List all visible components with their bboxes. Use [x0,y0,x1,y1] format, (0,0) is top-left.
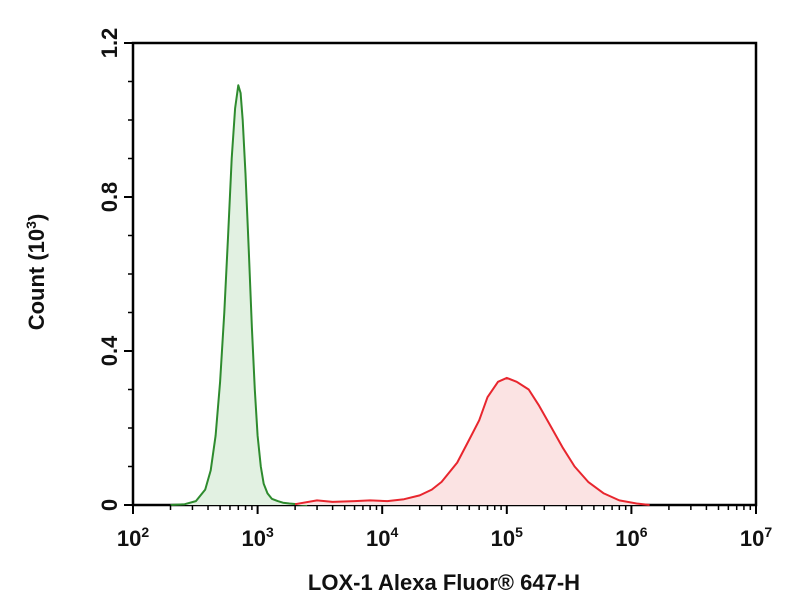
x-tick-exponent: 4 [391,524,399,540]
series-2-area [295,377,650,505]
x-axis-title: LOX-1 Alexa Fluor® 647-H [308,570,580,595]
x-tick-exponent: 7 [764,524,772,540]
x-tick-base: 10 [740,526,764,551]
x-tick-exponent: 5 [515,524,523,540]
x-tick-base: 10 [117,526,141,551]
series-1-line [170,84,308,506]
x-tick-label: 106 [615,524,647,551]
y-tick-label: 1.2 [97,28,122,59]
y-tick-labels: 0 0.4 0.8 1.2 [97,28,122,511]
y-tick-label: 0.4 [97,335,122,366]
x-tick-label: 104 [366,524,398,551]
y-axis-title-suffix: ) [24,214,49,221]
x-tick-base: 10 [491,526,515,551]
x-tick-exponent: 3 [266,524,274,540]
y-tick-label: 0.8 [97,182,122,213]
x-tick-label: 103 [241,524,273,551]
x-tick-labels: 102 103 104 105 106 107 [117,524,772,551]
x-tick-label: 107 [740,524,772,551]
y-tick-label: 0 [97,499,122,511]
x-tick-label: 105 [491,524,523,551]
plot-area [124,41,758,514]
x-tick-exponent: 6 [640,524,648,540]
y-axis-title-base: Count (10 [24,229,49,330]
y-axis-title: Count (103) [23,214,49,331]
x-tick-label: 102 [117,524,149,551]
tick-layer [124,42,757,514]
x-tick-base: 10 [366,526,390,551]
series-1-area [170,85,308,506]
x-tick-base: 10 [241,526,265,551]
series-layer [170,84,650,506]
x-tick-base: 10 [615,526,639,551]
x-tick-exponent: 2 [141,524,149,540]
series-2-line [294,376,650,506]
y-axis-title-exponent: 3 [23,221,39,229]
